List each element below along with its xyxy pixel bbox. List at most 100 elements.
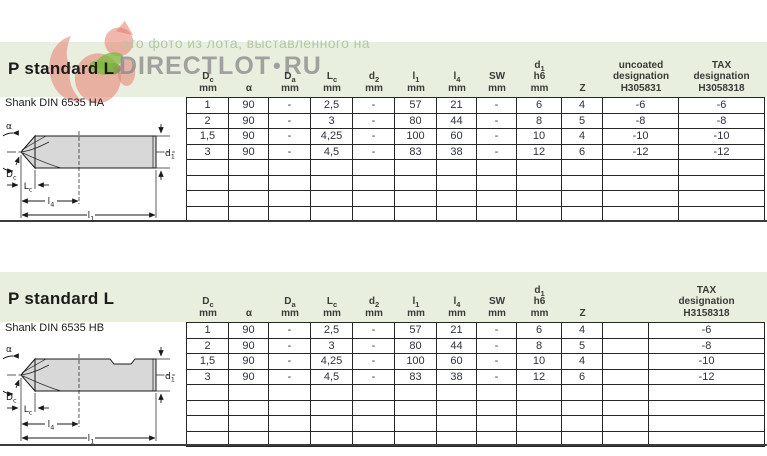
table-cell: -12 (698, 370, 715, 383)
table-cell (395, 191, 437, 206)
table-cell (679, 160, 764, 175)
table-cell: -6 (716, 99, 727, 111)
table2-title: P standard L (8, 289, 115, 308)
table-cell: - (269, 354, 311, 369)
table-cell: - (353, 113, 395, 128)
table-row: 1 90-2,5-57 21-6 4 -6 -6 (187, 98, 764, 114)
table-row: 3 90-4,5-83 38-12 6 -12 -12 (187, 144, 764, 160)
table-cell: -6 (603, 98, 679, 113)
table-cell: 2 (187, 113, 229, 128)
table-cell (187, 160, 229, 175)
column-header: l1 mm (407, 296, 425, 319)
table-cell (269, 206, 311, 221)
table-cell (395, 206, 437, 221)
table-cell (269, 416, 311, 431)
table-cell: - (477, 338, 517, 353)
logo-dot-icon: • (273, 53, 282, 78)
column-header: Dc mm (199, 296, 217, 319)
table-cell (353, 385, 395, 400)
table-cell (187, 416, 229, 431)
d1-label: d1 (165, 372, 175, 384)
table2-header-row: Dc mm α Da mm Lc mm d2 mm l1 mm l4 mm SW mm d1 h6 mm Z TAX d… (187, 272, 764, 322)
table-cell: - (269, 338, 311, 353)
column-header: Lc mm (323, 71, 341, 94)
table-cell: -12 (713, 145, 730, 158)
table2-header-band (0, 272, 767, 322)
table-cell (603, 354, 649, 369)
table-cell (229, 160, 269, 175)
table-cell: 2 (187, 338, 229, 353)
table-cell (517, 431, 562, 446)
table-cell (517, 416, 562, 431)
table-cell (649, 401, 764, 416)
column-header: d2 mm (365, 71, 383, 94)
table-cell (187, 175, 229, 190)
l4-label: l4 (48, 197, 55, 209)
table-cell (517, 385, 562, 400)
table-cell: 3 (311, 338, 353, 353)
table-cell: - (477, 129, 517, 144)
column-header: TAX designation H3158318 (678, 284, 735, 319)
table-cell (477, 206, 517, 221)
table-cell: - (477, 369, 517, 384)
table-cell: -12 (603, 144, 679, 159)
table-cell (187, 206, 229, 221)
table-cell: 10 (517, 354, 562, 369)
table-cell: 4 (562, 129, 603, 144)
table-cell (562, 416, 603, 431)
table1-bottom-rule (0, 220, 767, 222)
table-cell (229, 400, 269, 415)
dc-label: Dc (6, 393, 17, 405)
table-cell (477, 160, 517, 175)
table-cell (353, 206, 395, 221)
table-cell (311, 175, 353, 190)
table-cell: 4 (562, 354, 603, 369)
watermark-caption: это фото из лота, выставленного на (122, 35, 370, 51)
table-cell (603, 191, 679, 206)
table-cell (679, 207, 764, 222)
table-cell: 6 (562, 369, 603, 384)
table-cell: 4 (562, 323, 603, 338)
table-cell: 44 (437, 113, 477, 128)
d1-label: d1 (165, 149, 175, 161)
empty-row (187, 400, 764, 416)
table-cell (229, 175, 269, 190)
table-cell (353, 191, 395, 206)
table-cell (437, 416, 477, 431)
table-cell (311, 400, 353, 415)
table-cell: -8 (716, 114, 727, 127)
table-cell: 90 (229, 369, 269, 384)
table-cell: - (269, 98, 311, 113)
table-cell (229, 431, 269, 446)
column-header: Lc mm (323, 296, 341, 319)
table-cell (603, 175, 679, 190)
table-cell (353, 175, 395, 190)
table-cell: - (477, 113, 517, 128)
table-cell (477, 175, 517, 190)
table-cell: 57 (395, 98, 437, 113)
column-header: SW mm (488, 296, 506, 319)
table-cell: 4,25 (311, 129, 353, 144)
column-header: l1 mm (407, 71, 425, 94)
table-cell: 90 (229, 129, 269, 144)
table-cell: - (477, 354, 517, 369)
table-cell (187, 431, 229, 446)
table-cell (603, 323, 649, 338)
watermark-site-name: DIRECTLOT•RU (119, 52, 322, 81)
empty-row (187, 416, 764, 432)
table-cell (477, 191, 517, 206)
table-cell (353, 160, 395, 175)
table-cell: 80 (395, 113, 437, 128)
table-cell (269, 175, 311, 190)
table-cell: 44 (437, 338, 477, 353)
empty-row (187, 191, 764, 207)
table-cell: -8 (603, 113, 679, 128)
table-cell: 1,5 (187, 354, 229, 369)
table-cell (269, 431, 311, 446)
table2-shank-label: Shank DIN 6535 HB (5, 322, 105, 334)
table-cell: - (269, 113, 311, 128)
table-cell: - (269, 144, 311, 159)
table2-grid: 1 90-2,5-57 21-6 4 -6 2 90-3-80 44-8 5 -8 1,5 90-4,… (186, 322, 765, 447)
table-cell: - (353, 338, 395, 353)
